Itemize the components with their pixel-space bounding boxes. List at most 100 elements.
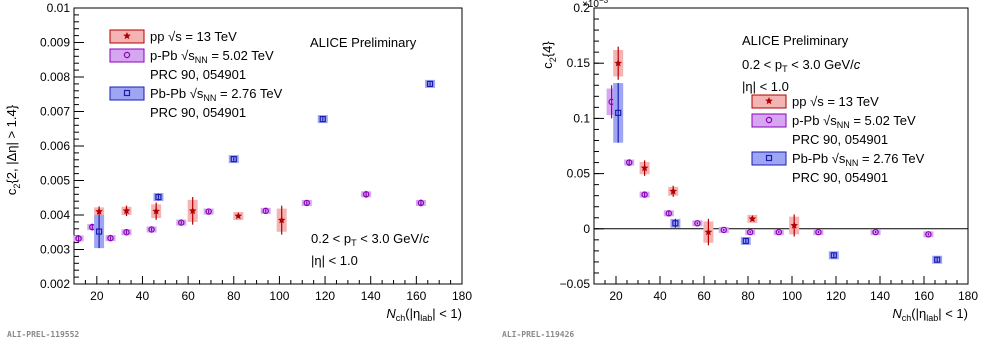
data-point-pp: [95, 207, 103, 215]
legend-marker-ppb: [123, 51, 131, 59]
y-tick-label: 0.05: [567, 167, 591, 181]
plot-frame: [593, 7, 969, 285]
x-tick-label: 60: [181, 289, 195, 303]
data-point-pp: [152, 207, 160, 215]
data-point-ppb: [815, 228, 822, 236]
data-point-pp: [234, 212, 243, 220]
data-point-ppb: [775, 228, 783, 236]
legend-swatch-ppb: [109, 48, 145, 63]
x-tick-label: 60: [697, 289, 711, 303]
panel-2: 20 40 60 80 100 120 140 160 180 −0.05 0 0.05 0.1 0.15…: [502, 0, 978, 339]
legend-ref-pbpb: PRC 90, 054901: [792, 170, 888, 185]
x-tick-label: 140: [870, 289, 890, 303]
x-tick-label: 40: [136, 289, 150, 303]
x-tick-label: 80: [741, 289, 755, 303]
alice-tag: ALI-PREL-119426: [502, 330, 574, 339]
data-point-pbpb: [230, 156, 237, 163]
series-ppb: [606, 85, 934, 238]
data-point-pp: [704, 228, 713, 236]
alice-preliminary: ALICE Preliminary: [742, 33, 849, 48]
data-point-pp: [669, 187, 677, 195]
x-axis-label: Nch(|ηlab| < 1): [892, 306, 968, 323]
series-pbpb: [613, 83, 943, 264]
x-tick-label: 20: [90, 289, 104, 303]
legend-swatch-pbpb: [109, 86, 145, 101]
y-tick-label: 0.002: [40, 277, 70, 291]
legend-label-pbpb: Pb-Pb √sNN = 2.76 TeV: [150, 86, 283, 103]
y-tick-label: 0.009: [40, 36, 70, 50]
data-point-pbpb: [319, 115, 326, 123]
panel-1: 20 40 60 80 100 120 140 160 180 0.002 0.003 0.004 0.…: [4, 1, 472, 339]
legend-ref-pbpb: PRC 90, 054901: [150, 105, 246, 120]
data-point-pp: [277, 216, 286, 224]
series-ppb: [73, 190, 426, 242]
data-point-pbpb: [615, 109, 622, 116]
legend: pp √s = 13 TeV p-Pb √sNN = 5.02 TeV PRC 90…: [109, 29, 283, 120]
data-point-ppb: [205, 208, 212, 215]
y-tick-label: 0.01: [47, 1, 71, 15]
legend-swatch-ppb: [751, 113, 787, 128]
y-tick-label: 0: [583, 222, 590, 236]
data-point-ppb: [747, 228, 754, 236]
x-tick-label: 180: [452, 289, 472, 303]
data-point-ppb: [626, 159, 633, 166]
legend-swatch-pbpb: [751, 151, 787, 166]
data-point-pbpb: [155, 193, 162, 201]
data-point-pbpb: [830, 252, 837, 259]
data-point-ppb: [75, 235, 82, 242]
y-axis-label: c2{4}: [540, 41, 558, 69]
legend-label-ppb: p-Pb √sNN = 5.02 TeV: [150, 48, 274, 65]
x-tick-label: 160: [406, 289, 426, 303]
y-tick-label: 0.15: [567, 56, 591, 70]
legend-label-pp: pp √s = 13 TeV: [792, 94, 879, 109]
data-point-pbpb: [934, 256, 941, 263]
legend-label-ppb: p-Pb √sNN = 5.02 TeV: [792, 113, 916, 130]
y-axis-label: c2{2, |Δη| > 1.4}: [4, 104, 22, 195]
data-point-pbpb: [672, 220, 679, 227]
data-point-pbpb: [96, 228, 103, 235]
x-tick-label: 180: [958, 289, 978, 303]
x-axis-label: Nch(|ηlab| < 1): [386, 306, 462, 323]
y-tick-label: 0.004: [40, 208, 70, 222]
legend-label-pp: pp √s = 13 TeV: [150, 29, 237, 44]
data-point-pbpb: [742, 237, 749, 245]
data-point-pp: [790, 221, 798, 229]
data-point-pp: [614, 59, 622, 67]
data-point-ppb: [665, 210, 673, 217]
x-tick-label: 80: [227, 289, 241, 303]
data-point-ppb: [262, 207, 269, 215]
data-point-pp: [188, 206, 197, 215]
legend-label-pbpb: Pb-Pb √sNN = 2.76 TeV: [792, 151, 925, 168]
y-tick-label: 0.007: [40, 105, 70, 119]
legend: pp √s = 13 TeV p-Pb √sNN = 5.02 TeV PRC 90…: [751, 94, 925, 185]
data-point-ppb: [178, 219, 185, 226]
data-point-ppb: [107, 234, 114, 242]
data-point-ppb: [417, 199, 425, 207]
pt-cut: 0.2 < pT < 3.0 GeV/c: [742, 57, 861, 74]
data-point-ppb: [148, 226, 155, 233]
data-point-pp: [640, 164, 649, 172]
data-point-ppb: [720, 226, 728, 234]
y-tick-label: −0.05: [560, 277, 591, 291]
y-tick-label: 0.006: [40, 139, 70, 153]
y-tick-label: 0.005: [40, 174, 70, 188]
y-tick-label: 0.008: [40, 70, 70, 84]
series-pp: [613, 46, 800, 246]
legend-marker-pp: [123, 32, 131, 40]
x-tick-label: 140: [361, 289, 381, 303]
legend-ref-ppb: PRC 90, 054901: [792, 132, 888, 147]
legend-marker-pbpb: [123, 89, 131, 97]
y-exponent: ×10−3: [582, 0, 609, 10]
alice-tag: ALI-PREL-119552: [7, 330, 79, 339]
x-tick-label: 160: [914, 289, 934, 303]
x-tick-label: 100: [269, 289, 289, 303]
eta-cut: |η| < 1.0: [742, 79, 789, 94]
legend-marker-pp: [765, 97, 773, 105]
data-point-pp: [748, 214, 757, 223]
legend-marker-ppb: [765, 116, 773, 124]
pt-cut: 0.2 < pT < 3.0 GeV/c: [311, 231, 430, 248]
legend-marker-pbpb: [765, 154, 773, 162]
series-pbpb: [94, 79, 436, 249]
x-tick-label: 20: [609, 289, 623, 303]
x-tick-label: 100: [782, 289, 802, 303]
